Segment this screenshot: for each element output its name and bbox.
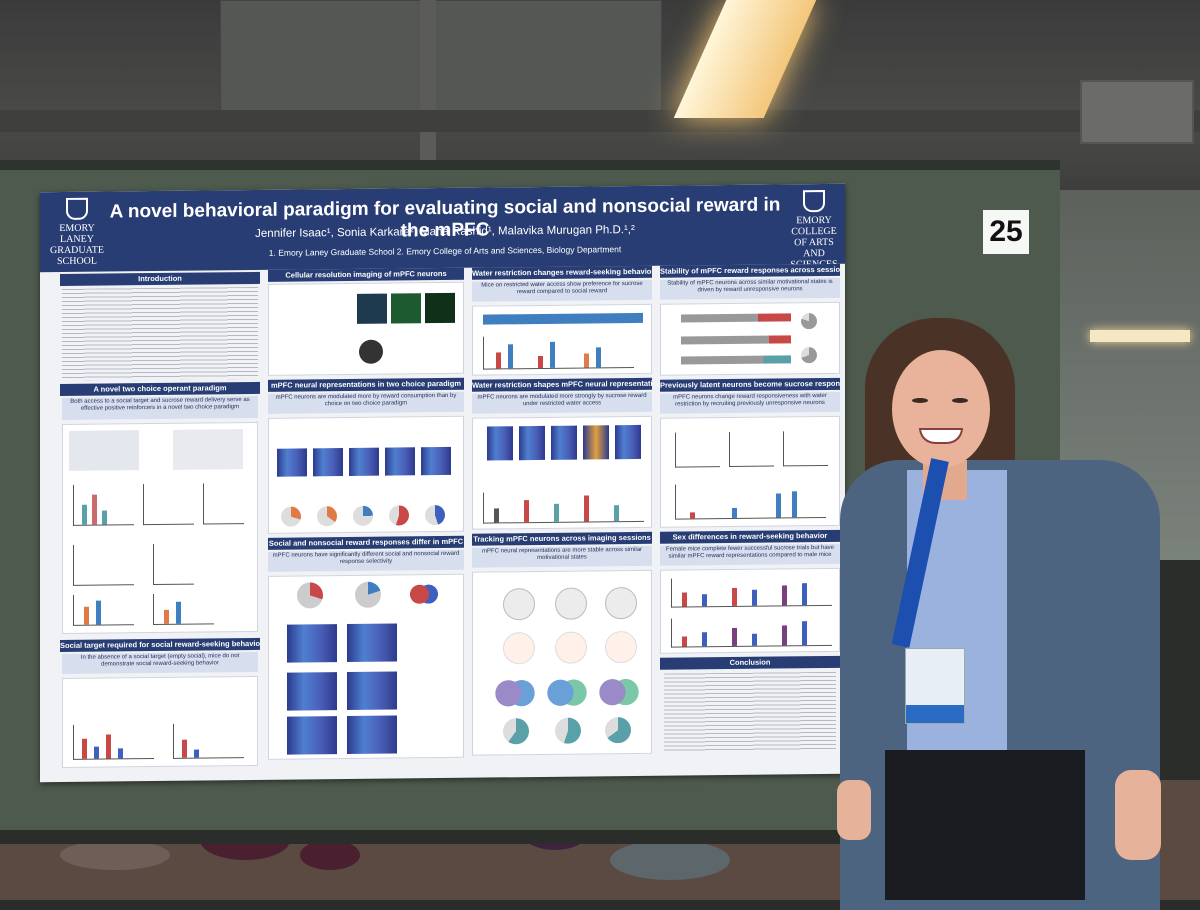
emory-college-logo: EMORY COLLEGE OF ARTS AND SCIENCES [785,189,843,270]
left-hand [837,780,871,840]
air-duct [220,0,662,122]
water-neural-caption: mPFC neurons are modulated more strongly… [472,391,652,414]
tracking-figure [472,569,652,756]
section-introduction: Introduction [60,271,260,287]
operant-figure [62,421,258,634]
wall-light [1090,330,1190,342]
section-water-neural: Water restriction shapes mPFC neural rep… [472,377,652,392]
differ-figure [268,573,464,760]
right-hand [1115,770,1161,860]
imaging-figure [268,281,464,376]
ceiling-beam [0,110,1200,132]
poster-banner: EMORY LANEY GRADUATE SCHOOL A novel beha… [40,183,845,273]
conclusion-text [664,671,836,752]
tracking-caption: mPFC neural representations are more sta… [472,545,652,568]
pants [885,750,1085,900]
section-neural-reps: mPFC neural representations in two choic… [268,377,464,392]
pipe [420,0,436,170]
sex-figure [660,567,840,654]
social-target-caption: In the absence of a social target (empty… [62,651,258,674]
stability-caption: Stability of mPFC neurons across similar… [660,277,840,300]
name-badge [905,648,965,724]
operant-caption: Both access to a social target and sucro… [62,395,258,420]
vent [1080,80,1194,144]
section-imaging: Cellular resolution imaging of mPFC neur… [268,267,464,282]
emory-laney-logo: EMORY LANEY GRADUATE SCHOOL [48,197,106,267]
section-sex: Sex differences in reward-seeking behavi… [660,529,840,544]
stability-figure [660,301,840,376]
intro-text [62,286,258,381]
section-water-behavior: Water restriction changes reward-seeking… [472,265,652,280]
section-tracking: Tracking mPFC neurons across imaging ses… [472,531,652,546]
sex-caption: Female mice complete fewer successful su… [660,543,840,566]
board-number: 25 [983,210,1029,254]
section-operant: A novel two choice operant paradigm [60,381,260,397]
neural-reps-figure [268,415,464,534]
section-stability: Stability of mPFC reward responses acros… [660,263,840,278]
neural-reps-caption: mPFC neurons are modulated more by rewar… [268,391,464,414]
social-target-figure [62,675,258,768]
water-behavior-caption: Mice on restricted water access show pre… [472,279,652,302]
latent-caption: mPFC neurons change reward responsivenes… [660,391,840,414]
presenter [835,310,1175,910]
latent-figure [660,415,840,528]
section-conclusion: Conclusion [660,655,840,670]
water-behavior-figure [472,303,652,376]
ceiling-light [673,0,817,118]
section-differ: Social and nonsocial reward responses di… [268,535,464,550]
section-social-target: Social target required for social reward… [60,637,260,653]
face [892,350,990,468]
differ-caption: mPFC neurons have significantly differen… [268,549,464,572]
section-latent: Previously latent neurons become sucrose… [660,377,840,392]
poster-affiliations: 1. Emory Laney Graduate School 2. Emory … [268,244,622,258]
research-poster: EMORY LANEY GRADUATE SCHOOL A novel beha… [40,183,845,783]
water-neural-figure [472,415,652,530]
